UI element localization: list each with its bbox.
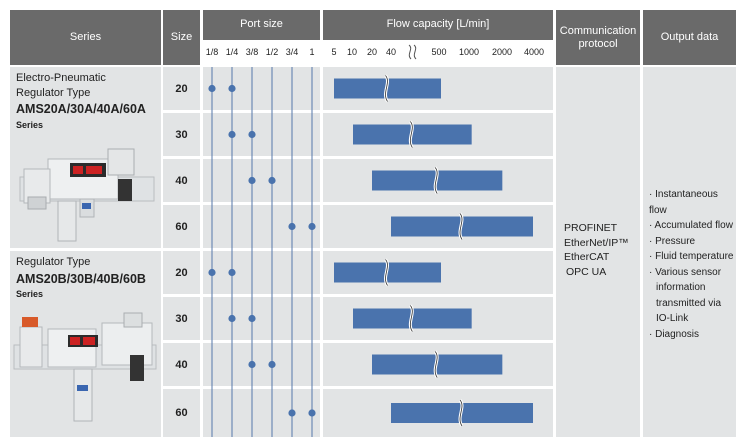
- bar-break-line: [385, 259, 388, 286]
- output-item: information: [656, 282, 706, 293]
- flow-tick: 1000: [458, 47, 480, 57]
- header-size: Size: [163, 10, 200, 65]
- port-row-bg: [203, 343, 320, 386]
- port-dot: [228, 314, 236, 323]
- port-dot: [208, 84, 216, 93]
- port-row-bg: [203, 113, 320, 156]
- port-tick: 3/8: [245, 47, 259, 57]
- port-dot: [288, 409, 296, 417]
- bar-break-line: [409, 305, 413, 332]
- size-cell: 40: [163, 159, 200, 202]
- size-cell: 30: [163, 297, 200, 340]
- regulator-product-image: [13, 312, 157, 422]
- flow-capacity-title: Flow capacity [L/min]: [386, 18, 490, 30]
- size-cell: 60: [163, 389, 200, 437]
- port-dot: [248, 130, 256, 139]
- series-a-type-line2: Regulator Type: [16, 87, 91, 99]
- size-cell: 40: [163, 343, 200, 386]
- port-row-bg: [203, 159, 320, 202]
- protocol-item: EtherNet/IP™: [564, 236, 629, 249]
- series-panel-b: Regulator Type AMS20B/30B/40B/60B Series: [10, 251, 161, 437]
- output-item: · Instantaneous flow: [649, 189, 718, 216]
- port-tick: 1: [309, 47, 315, 57]
- port-dot: [288, 222, 296, 231]
- protocol-item: PROFINET: [564, 222, 618, 234]
- header-series: Series: [10, 10, 161, 65]
- port-row-bg: [203, 251, 320, 294]
- output-item: IO-Link: [656, 313, 689, 324]
- series-b-suffix: Series: [16, 289, 44, 299]
- port-tick: 3/4: [285, 47, 299, 57]
- size-cell: 20: [163, 67, 200, 110]
- header-communication: Communication protocol: [556, 10, 640, 65]
- flow-tick: 20: [366, 47, 377, 57]
- output-item: · Fluid temperature: [649, 251, 734, 262]
- port-tick: 1/8: [205, 47, 219, 57]
- series-a-model: AMS20A/30A/40A/60A: [16, 102, 146, 116]
- output-item: · Various sensor: [649, 266, 722, 278]
- bar-break-line: [459, 213, 463, 240]
- series-b-type-line1: Regulator Type: [16, 256, 91, 268]
- bar-break-line: [434, 167, 438, 194]
- size-cell: 30: [163, 113, 200, 156]
- port-dot: [268, 176, 276, 185]
- flow-tick: 5: [331, 47, 337, 57]
- flow-tick: 10: [346, 47, 357, 57]
- communication-panel: PROFINET EtherNet/IP™ EtherCAT OPC UA: [556, 67, 640, 437]
- port-row-bg: [203, 297, 320, 340]
- flow-tick: 500: [431, 47, 447, 57]
- port-dot: [308, 409, 316, 417]
- port-dot: [248, 360, 256, 369]
- flow-tick: 40: [385, 47, 396, 57]
- output-item: · Diagnosis: [649, 328, 700, 340]
- series-b-model: AMS20B/30B/40B/60B: [16, 272, 146, 286]
- header-output: Output data: [643, 10, 736, 65]
- port-dot: [228, 84, 236, 93]
- flow-tick: 2000: [491, 47, 513, 57]
- port-row-bg: [203, 67, 320, 110]
- flow-tick-strip: [323, 40, 553, 65]
- output-item: · Accumulated flow: [649, 220, 733, 231]
- port-tick-strip: [203, 40, 320, 65]
- port-row-bg: [203, 389, 320, 437]
- output-panel: · Instantaneous flow · Accumulated flow …: [643, 67, 736, 437]
- output-item: transmitted via: [656, 297, 722, 309]
- port-dot: [208, 268, 216, 277]
- port-dot: [248, 176, 256, 185]
- series-a-type-line1: Electro-Pneumatic: [16, 72, 106, 84]
- bar-break-line: [434, 351, 438, 378]
- size-cell: 60: [163, 205, 200, 248]
- flow-tick: 4000: [523, 47, 545, 57]
- port-row-bg: [203, 205, 320, 248]
- regulator-product-image: [19, 148, 155, 242]
- port-dot: [228, 130, 236, 139]
- port-tick: 1/2: [265, 47, 279, 57]
- port-dot: [308, 222, 316, 231]
- protocol-item: OPC UA: [566, 265, 607, 278]
- protocol-item: EtherCAT: [564, 251, 610, 263]
- port-dot: [268, 360, 276, 369]
- output-item: · Pressure: [649, 235, 696, 247]
- series-a-suffix: Series: [16, 120, 44, 130]
- axis-break-symbol: [408, 44, 417, 60]
- bar-break-line: [385, 75, 388, 102]
- port-size-title: Port size: [240, 18, 283, 30]
- bar-break-line: [409, 121, 413, 148]
- size-cell: 20: [163, 251, 200, 294]
- port-tick: 1/4: [225, 47, 239, 57]
- port-dot: [228, 268, 236, 277]
- series-panel-a: Electro-Pneumatic Regulator Type AMS20A/…: [10, 67, 161, 248]
- port-dot: [248, 314, 256, 323]
- bar-break-line: [459, 399, 463, 427]
